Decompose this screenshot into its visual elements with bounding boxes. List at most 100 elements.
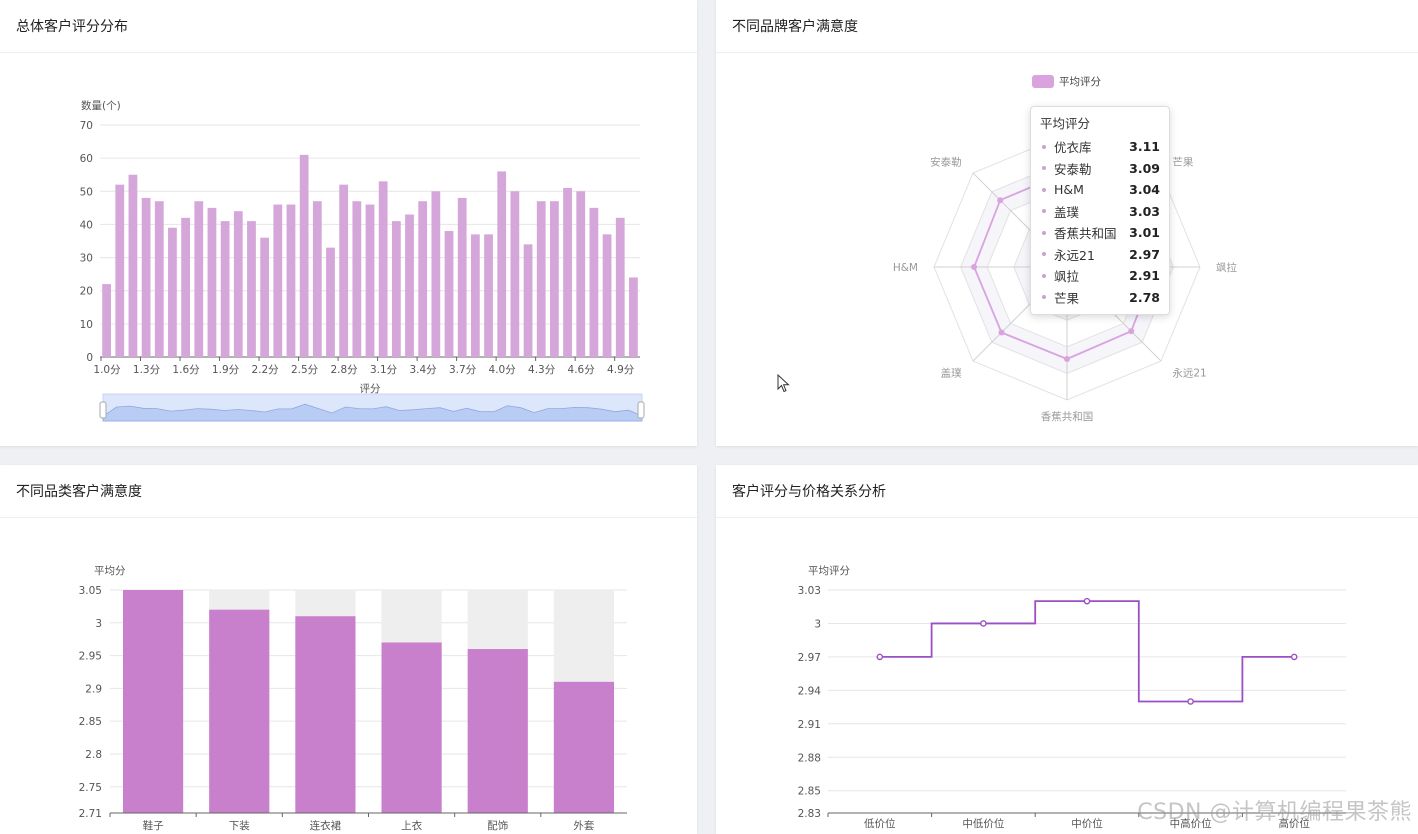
series-dot-icon — [1042, 144, 1046, 149]
radar-tooltip: 平均评分 优衣库 3.11 安泰勒 3.09 H&M 3.04 盖璞 3.03 香蕉共和国 3.0… — [1030, 106, 1170, 315]
radar-point — [1064, 356, 1070, 363]
bar — [484, 234, 493, 357]
y-tick-label: 3.05 — [79, 585, 102, 597]
y-tick-label: 2.85 — [79, 716, 102, 728]
tooltip-row: 永远21 2.97 — [1040, 244, 1160, 266]
bar — [378, 181, 388, 357]
bar — [352, 201, 362, 357]
bar — [576, 191, 586, 357]
bar — [247, 221, 256, 357]
bar — [295, 616, 356, 813]
series-dot-icon — [1042, 209, 1046, 214]
rating-distribution-card: 总体客户评分分布 数量(个) 0 10 20 30 40 50 60 70 1.0分 1.3分 1.6… — [0, 0, 697, 446]
card-title: 总体客户评分分布 — [0, 0, 697, 53]
line-point — [1290, 653, 1298, 661]
category-bar-chart: 平均分 2.71 2.75 2.8 2.85 2.9 2.95 3 3.05 鞋子 下装 连衣裙 上衣 配… — [79, 565, 627, 832]
tooltip-row-name: 飒拉 — [1054, 269, 1080, 285]
tooltip-row-value: 2.97 — [1129, 246, 1160, 262]
card-title: 客户评分与价格关系分析 — [716, 465, 1418, 518]
x-tick-label: 鞋子 — [143, 819, 164, 832]
bar — [286, 204, 296, 357]
series-dot-icon — [1042, 273, 1046, 278]
bar — [233, 211, 243, 357]
x-tick-label: 中价位 — [1071, 817, 1103, 830]
tooltip-row-name: 安泰勒 — [1054, 161, 1092, 177]
bar — [615, 217, 625, 357]
bar — [497, 171, 507, 357]
radar-point — [971, 264, 978, 270]
x-tick-label: 1.3分 — [133, 364, 161, 376]
tooltip-row-value: 3.11 — [1129, 139, 1160, 155]
y-tick-label: 2.9 — [85, 683, 102, 695]
tooltip-row-value: 3.01 — [1129, 225, 1160, 241]
x-tick-label: 4.0分 — [489, 364, 517, 376]
zoom-preview — [102, 403, 643, 422]
bar — [181, 217, 190, 357]
x-tick-label: 中高价位 — [1170, 817, 1212, 830]
y-tick-label: 40 — [80, 219, 93, 231]
bar — [168, 227, 177, 357]
y-tick-label: 2.75 — [79, 782, 102, 794]
bar — [553, 681, 614, 813]
price-rating-card: 客户评分与价格关系分析 平均评分 2.83 2.85 2.88 2.91 2.94 2.97… — [716, 465, 1418, 834]
y-tick-label: 2.88 — [798, 752, 821, 764]
bar — [563, 187, 572, 357]
bar — [523, 244, 533, 357]
bar — [629, 277, 638, 357]
series-dot-icon — [1042, 230, 1046, 235]
card-title: 不同品牌客户满意度 — [716, 0, 1418, 53]
bar — [115, 184, 125, 357]
series-dot-icon — [1042, 252, 1046, 257]
x-tick-label: 外套 — [573, 819, 594, 832]
zoom-handle-left[interactable] — [99, 401, 107, 419]
tooltip-row-name: 盖璞 — [1054, 204, 1080, 220]
tooltip-row-value: 3.03 — [1129, 203, 1160, 219]
tooltip-row: 芒果 2.78 — [1040, 287, 1160, 309]
legend-label: 平均评分 — [1059, 76, 1101, 88]
bar — [418, 201, 428, 357]
bar — [431, 191, 441, 357]
series-dot-icon — [1042, 166, 1046, 171]
radar-indicator-label: 飒拉 — [1216, 261, 1238, 274]
x-tick-label: 中低价位 — [962, 817, 1004, 830]
radar-indicator-label: 永远21 — [1172, 366, 1206, 379]
bar — [141, 197, 151, 357]
y-tick-label: 2.8 — [85, 749, 102, 761]
x-axis-title: 评分 — [360, 383, 381, 395]
line-point — [876, 653, 884, 661]
tooltip-row: 盖璞 3.03 — [1040, 201, 1160, 223]
radar-indicator-label: 盖璞 — [941, 366, 962, 379]
category-satisfaction-card: 不同品类客户满意度 平均分 2.71 2.75 2.8 2.85 2.9 2.95 3 3.05… — [0, 465, 697, 834]
y-tick-label: 2.83 — [798, 808, 821, 820]
x-tick-label: 3.4分 — [409, 364, 437, 376]
tooltip-row-name: 永远21 — [1054, 247, 1095, 263]
tooltip-row-name: 芒果 — [1054, 290, 1080, 306]
series-dot-icon — [1042, 187, 1046, 192]
zoom-handle-right[interactable] — [637, 401, 645, 419]
x-tick-label: 低价位 — [864, 817, 896, 830]
x-tick-label: 1.0分 — [93, 364, 121, 376]
tooltip-row: 安泰勒 3.09 — [1040, 158, 1160, 180]
radar-indicator-label: 香蕉共和国 — [1041, 411, 1094, 423]
y-tick-label: 3.03 — [798, 585, 821, 597]
data-zoom-slider[interactable] — [99, 393, 645, 422]
y-tick-label: 2.85 — [798, 786, 821, 798]
y-tick-label: 20 — [80, 286, 93, 298]
card-title: 不同品类客户满意度 — [0, 465, 697, 518]
line-point — [1187, 698, 1194, 705]
bar — [536, 201, 546, 357]
y-tick-label: 2.71 — [79, 808, 102, 820]
y-tick-label: 30 — [80, 253, 93, 265]
x-tick-label: 高价位 — [1278, 817, 1310, 830]
tooltip-row-name: 优衣库 — [1054, 140, 1092, 156]
x-tick-label: 1.6分 — [172, 364, 200, 376]
tooltip-row: 飒拉 2.91 — [1040, 265, 1160, 287]
x-tick-label: 1.9分 — [212, 364, 240, 376]
bar — [470, 234, 480, 357]
radar-point — [998, 329, 1005, 336]
bar — [589, 207, 599, 357]
bar — [207, 207, 217, 357]
tooltip-title: 平均评分 — [1040, 116, 1091, 131]
radar-point — [1128, 328, 1135, 335]
